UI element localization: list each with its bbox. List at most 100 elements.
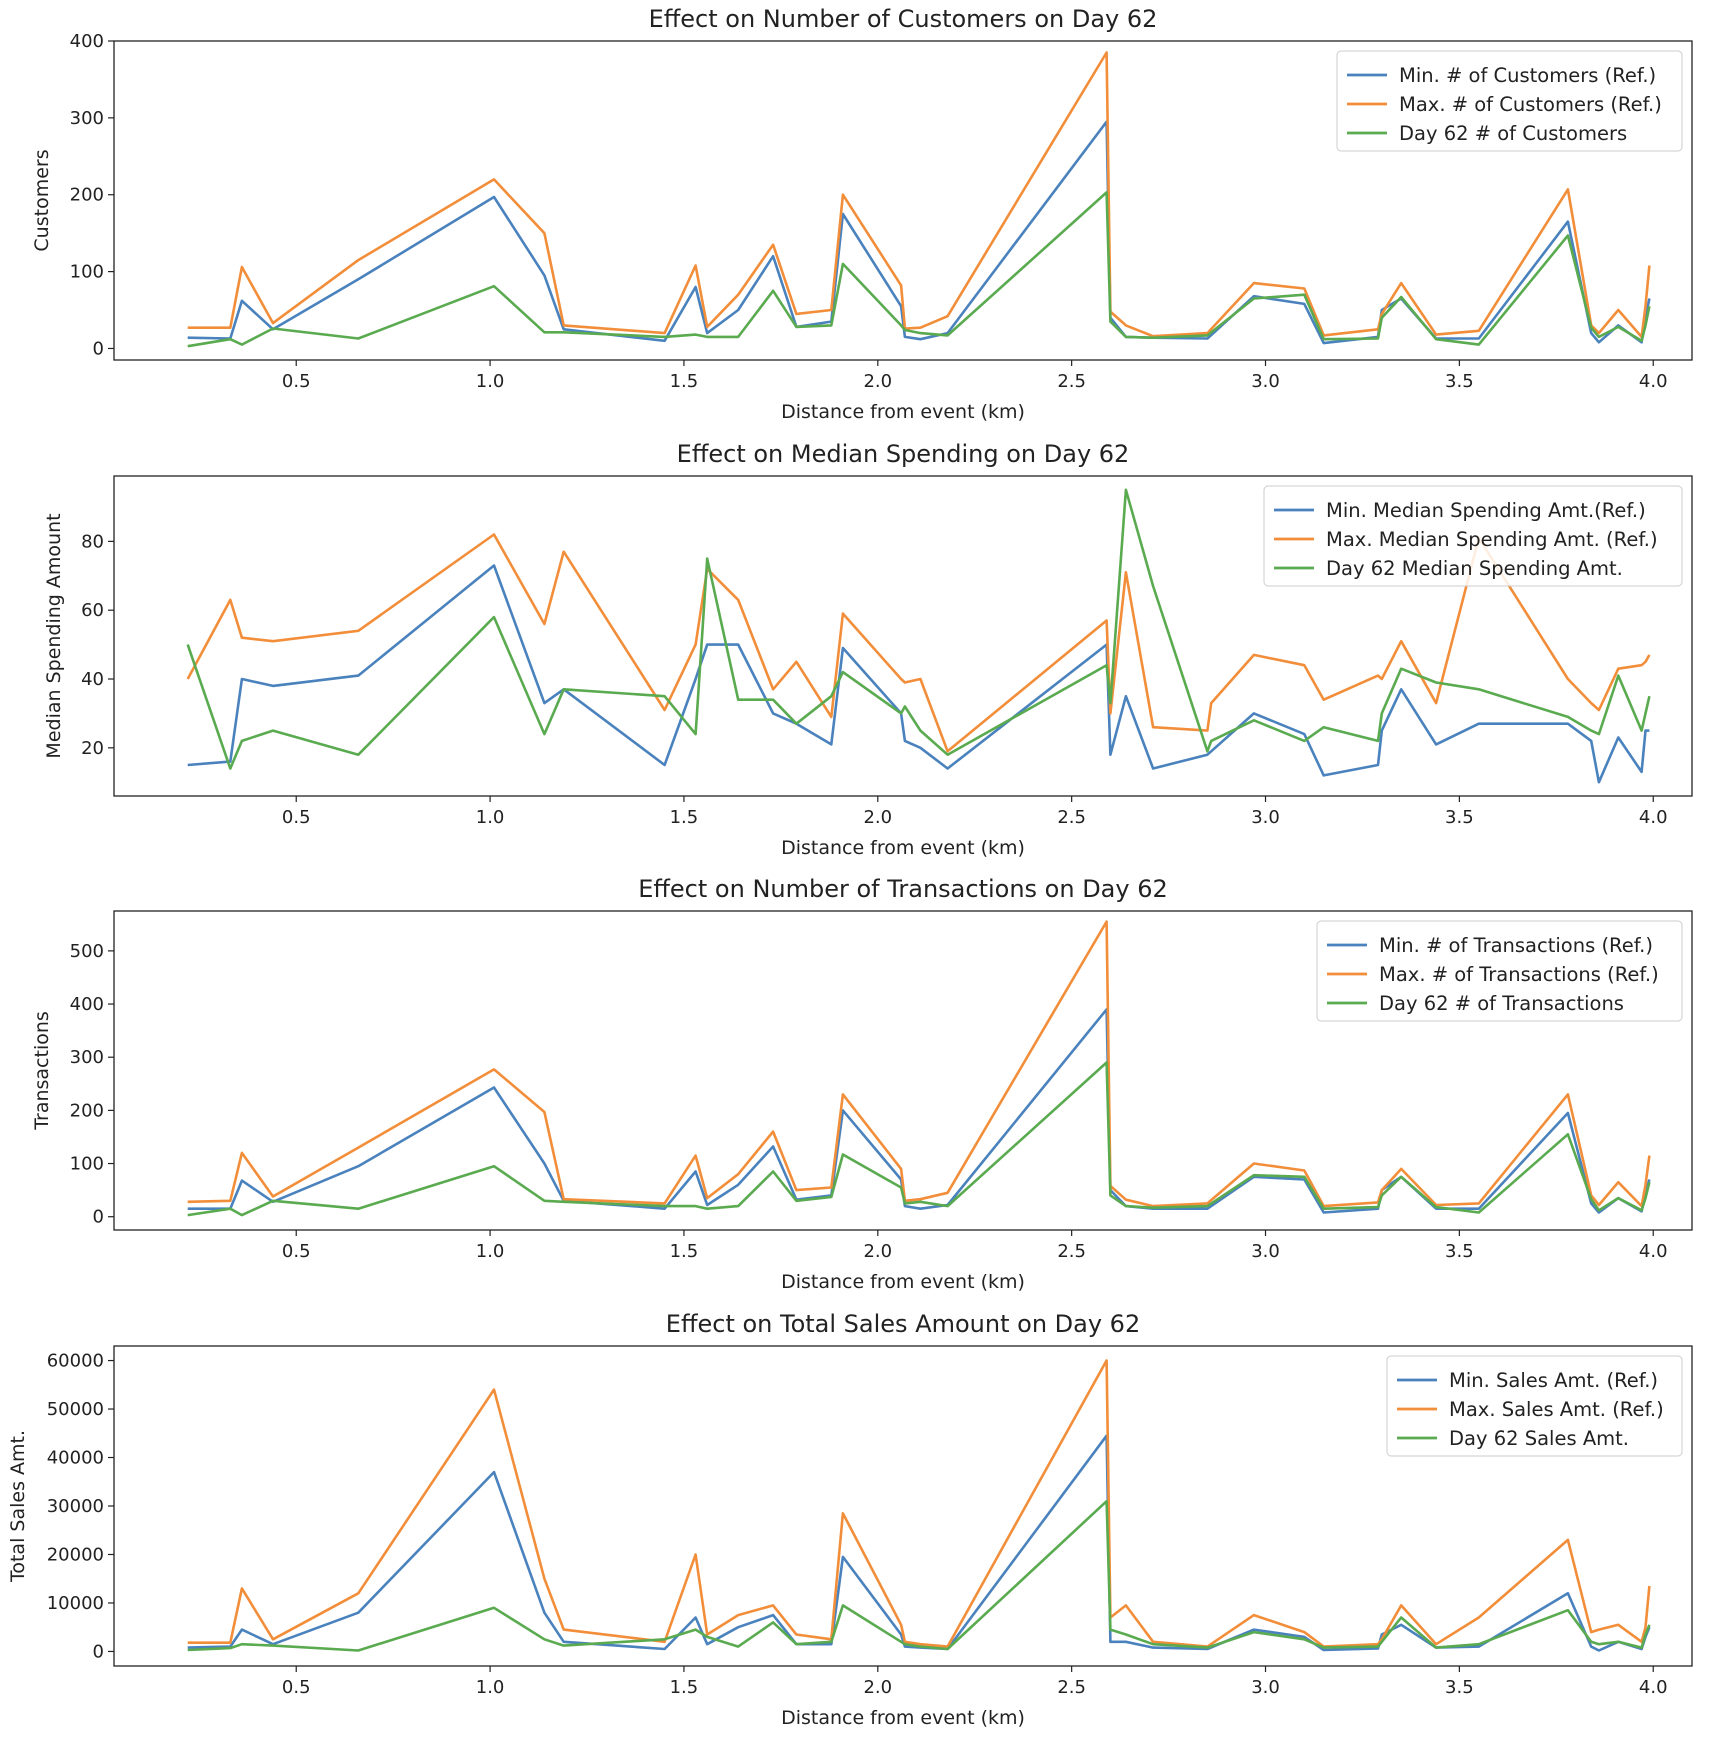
x-tick-label: 0.5 [282, 1677, 311, 1698]
y-tick-label: 50000 [47, 1399, 104, 1420]
plot-frame [113, 475, 1693, 797]
series-line-2 [187, 51, 1651, 339]
x-tick-label: 3.5 [1445, 371, 1474, 392]
series-line-2 [187, 920, 1651, 1208]
series-line-3 [186, 488, 1651, 770]
x-tick-label: 1.5 [670, 1241, 699, 1262]
y-tick-label: 60000 [47, 1351, 104, 1372]
x-tick-label: 2.5 [1057, 1241, 1086, 1262]
legend-box [1316, 920, 1683, 1022]
legend: Min. # of Customers (Ref.) Max. # of Cust… [1336, 50, 1683, 152]
x-tick-label: 1.5 [670, 1677, 699, 1698]
y-tick-label: 0 [93, 1207, 104, 1228]
legend-entry: Max. Median Spending Amt. (Ref.) [1326, 528, 1658, 551]
y-tick-label: 0 [93, 338, 104, 359]
x-tick-label: 0.5 [282, 371, 311, 392]
x-tick-label: 0.5 [282, 807, 311, 828]
legend: Min. # of Transactions (Ref.) Max. # of T… [1316, 920, 1683, 1022]
plot-frame [113, 910, 1693, 1231]
legend-entry: Max. # of Transactions (Ref.) [1379, 963, 1659, 986]
series-line-1 [187, 1008, 1651, 1214]
x-tick-label: 4.0 [1639, 807, 1668, 828]
series-line-1 [187, 1434, 1651, 1652]
y-tick-label: 60 [81, 600, 104, 621]
y-tick-label: 100 [70, 262, 104, 283]
series-line-3 [187, 1061, 1651, 1217]
x-tick-label: 2.0 [863, 807, 892, 828]
chart-1: Effect on Number of Customers on Day 62 0… [31, 5, 1693, 423]
x-tick-label: 3.5 [1445, 1241, 1474, 1262]
y-tick-label: 400 [70, 31, 104, 52]
y-axis-label: Median Spending Amount [43, 513, 65, 758]
y-tick-label: 100 [70, 1154, 104, 1175]
y-tick-label: 10000 [47, 1593, 104, 1614]
x-tick-label: 1.0 [476, 1241, 505, 1262]
series-line-3 [187, 191, 1651, 348]
x-axis-label: Distance from event (km) [781, 1271, 1025, 1293]
y-axis-label: Transactions [31, 1011, 53, 1131]
x-tick-label: 1.0 [476, 1677, 505, 1698]
y-axis-label: Customers [31, 149, 53, 251]
x-tick-label: 3.5 [1445, 1677, 1474, 1698]
y-tick-label: 200 [70, 1100, 104, 1121]
x-tick-label: 2.5 [1057, 1677, 1086, 1698]
x-tick-label: 2.0 [863, 1677, 892, 1698]
x-tick-label: 2.5 [1057, 807, 1086, 828]
chart-title: Effect on Median Spending on Day 62 [677, 440, 1130, 468]
legend-box [1336, 50, 1683, 152]
x-tick-label: 1.5 [670, 371, 699, 392]
chart-2: Effect on Median Spending on Day 62 0.5 1.… [43, 440, 1693, 859]
x-tick-label: 1.5 [670, 807, 699, 828]
y-tick-label: 400 [70, 994, 104, 1015]
y-tick-label: 20000 [47, 1544, 104, 1565]
chart-3: Effect on Number of Transactions on Day … [31, 875, 1693, 1293]
legend-box [1263, 485, 1683, 587]
y-tick-label: 80 [81, 531, 104, 552]
y-tick-label: 200 [70, 185, 104, 206]
legend-box [1386, 1355, 1683, 1457]
x-axis-label: Distance from event (km) [781, 837, 1025, 859]
series-line-1 [187, 564, 1650, 784]
y-tick-label: 20 [81, 738, 104, 759]
series-line-3 [187, 1499, 1651, 1652]
y-axis-label: Total Sales Amt. [7, 1430, 29, 1583]
legend-entry: Max. Sales Amt. (Ref.) [1449, 1398, 1664, 1421]
chart-title: Effect on Number of Customers on Day 62 [649, 5, 1158, 33]
x-tick-label: 3.5 [1445, 807, 1474, 828]
legend: Min. Median Spending Amt.(Ref.) Max. Medi… [1263, 485, 1683, 587]
y-tick-label: 0 [93, 1641, 104, 1662]
x-tick-label: 4.0 [1639, 1677, 1668, 1698]
x-tick-label: 1.0 [476, 807, 505, 828]
chart-title: Effect on Number of Transactions on Day … [638, 875, 1168, 903]
x-axis-label: Distance from event (km) [781, 1707, 1025, 1729]
series-line-1 [187, 120, 1651, 345]
x-tick-label: 3.0 [1251, 1677, 1280, 1698]
x-tick-label: 4.0 [1639, 1241, 1668, 1262]
y-tick-label: 300 [70, 1047, 104, 1068]
chart-title: Effect on Total Sales Amount on Day 62 [666, 1310, 1140, 1338]
x-tick-label: 3.0 [1251, 371, 1280, 392]
y-tick-label: 30000 [47, 1496, 104, 1517]
legend-entry: Day 62 # of Transactions [1379, 992, 1624, 1015]
x-tick-label: 2.5 [1057, 371, 1086, 392]
x-tick-label: 1.0 [476, 371, 505, 392]
legend-entry: Min. Sales Amt. (Ref.) [1449, 1369, 1658, 1392]
x-axis-label: Distance from event (km) [781, 401, 1025, 423]
x-tick-label: 3.0 [1251, 1241, 1280, 1262]
plot-frame [113, 1345, 1693, 1667]
x-tick-label: 0.5 [282, 1241, 311, 1262]
legend-entry: Day 62 Median Spending Amt. [1326, 557, 1623, 580]
x-tick-label: 2.0 [863, 371, 892, 392]
y-tick-label: 40000 [47, 1448, 104, 1469]
legend-entry: Day 62 Sales Amt. [1449, 1427, 1629, 1450]
legend-entry: Day 62 # of Customers [1399, 122, 1627, 145]
legend-entry: Max. # of Customers (Ref.) [1399, 93, 1662, 116]
y-tick-label: 40 [81, 669, 104, 690]
chart-4: Effect on Total Sales Amount on Day 62 0.… [7, 1310, 1693, 1729]
plot-frame [113, 40, 1693, 361]
series-line-2 [187, 1359, 1651, 1648]
y-tick-label: 300 [70, 108, 104, 129]
legend-entry: Min. # of Transactions (Ref.) [1379, 934, 1653, 957]
